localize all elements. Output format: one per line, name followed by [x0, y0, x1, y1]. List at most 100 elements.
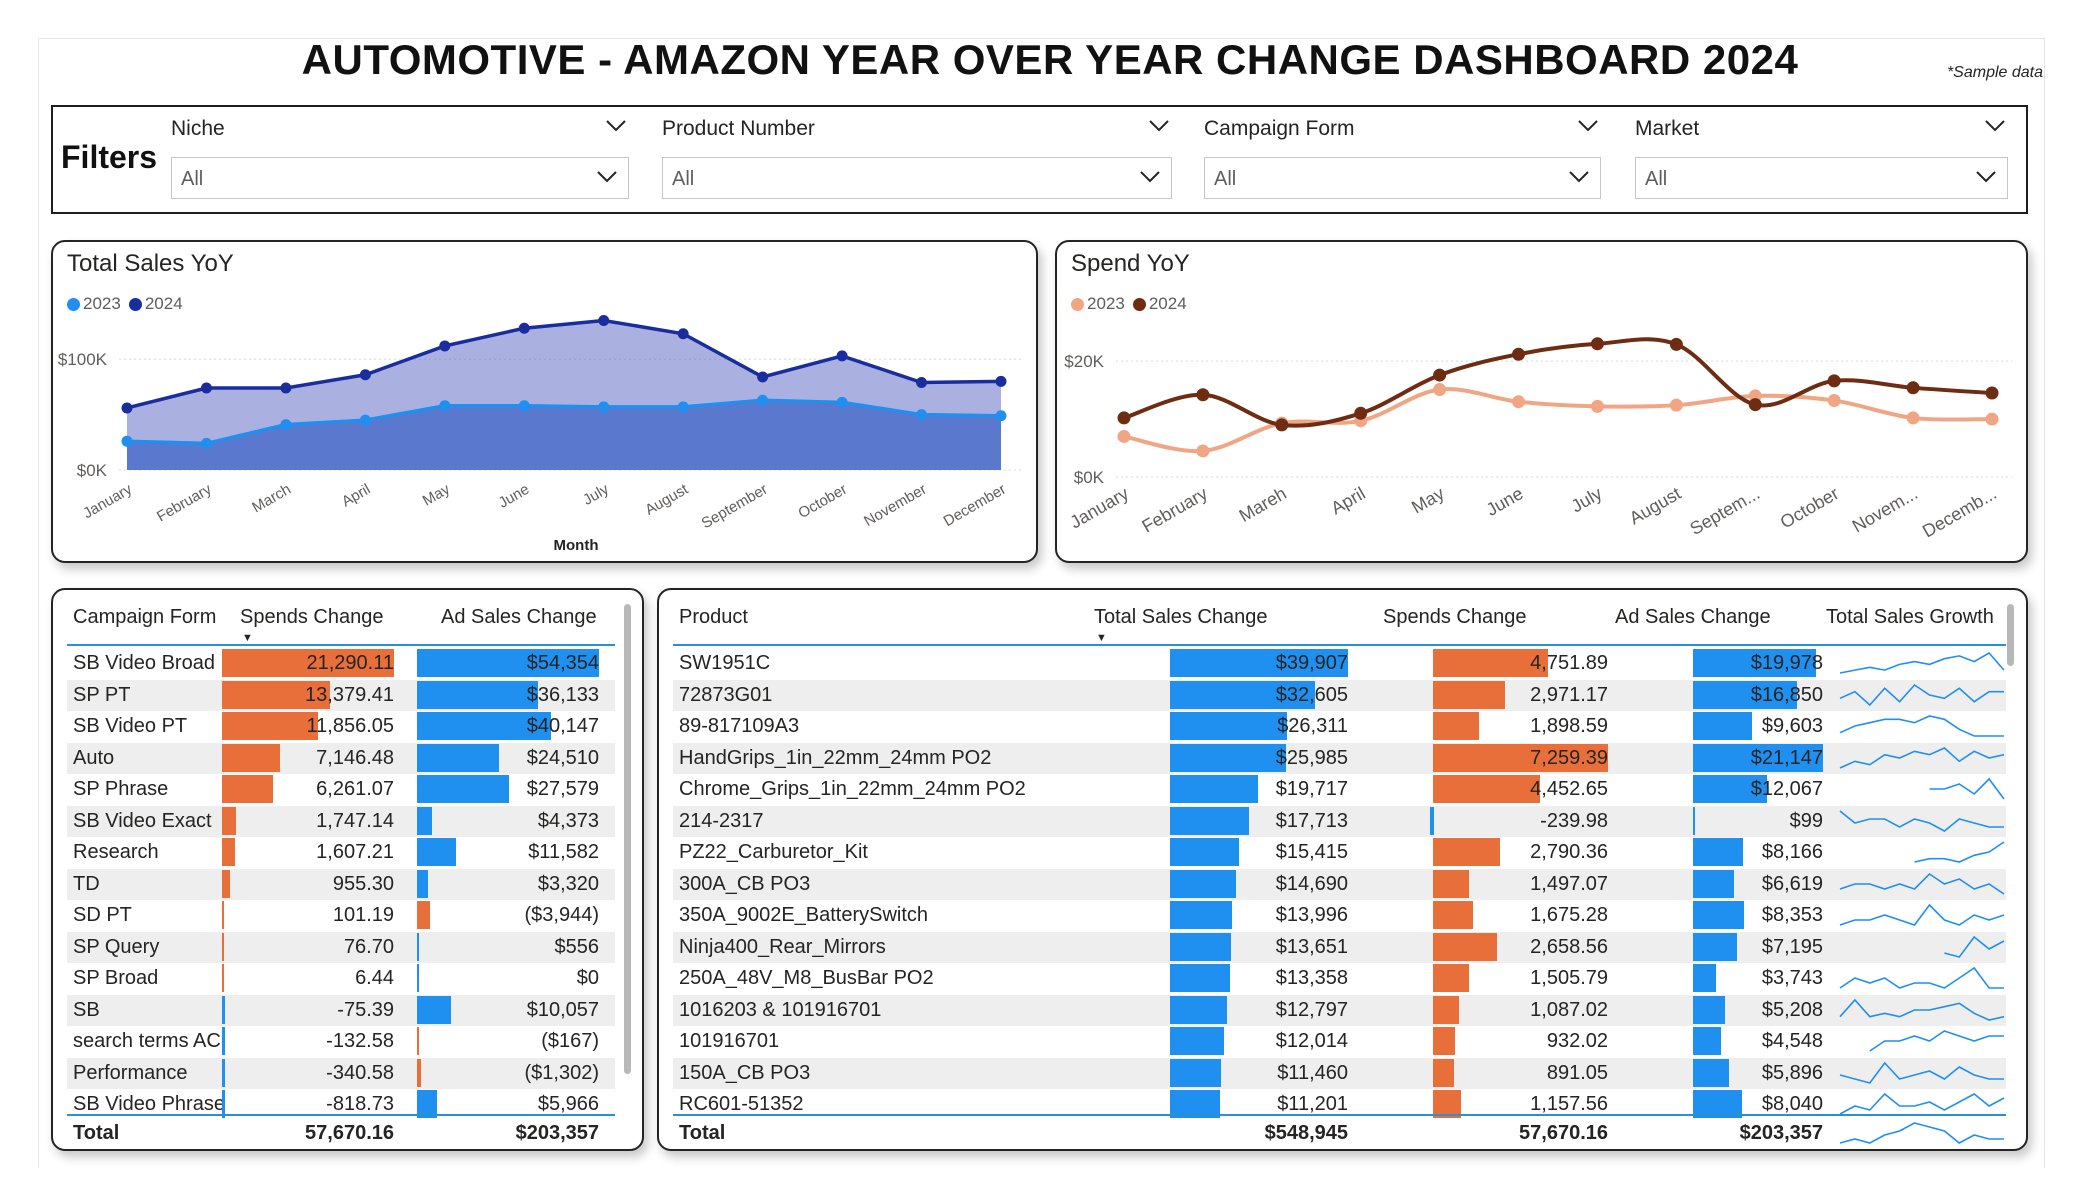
table-row[interactable]: SB Video PT 11,856.05 $40,147	[67, 711, 615, 742]
data-point[interactable]	[200, 437, 212, 449]
data-point[interactable]	[1906, 411, 1920, 425]
data-point[interactable]	[916, 409, 928, 421]
legend-item-2023[interactable]: 2023	[67, 294, 121, 314]
chevron-down-icon[interactable]	[1568, 170, 1590, 184]
sort-descending-icon[interactable]: ▼	[242, 632, 253, 644]
table-row[interactable]: SB -75.39 $10,057	[67, 994, 615, 1026]
data-point[interactable]	[1748, 398, 1762, 412]
table-row[interactable]: Auto 7,146.48 $24,510	[67, 742, 615, 774]
data-point[interactable]	[280, 382, 292, 394]
table-row[interactable]: 300A_CB PO3 $14,690 1,497.07 $6,619	[673, 868, 2006, 900]
data-point[interactable]	[598, 314, 610, 326]
table-row[interactable]: SB Video Phrase -818.73 $5,966	[67, 1089, 615, 1120]
data-point[interactable]	[1433, 368, 1447, 382]
table-row[interactable]: 214-2317 $17,713 -239.98 $99	[673, 805, 2006, 837]
data-point[interactable]	[1985, 412, 1999, 426]
chevron-down-icon[interactable]	[605, 119, 627, 133]
table-row[interactable]: RC601-51352 $11,201 1,157.56 $8,040	[673, 1089, 2006, 1120]
data-point[interactable]	[1117, 429, 1131, 443]
table-row[interactable]: 250A_48V_M8_BusBar PO2 $13,358 1,505.79 $3,…	[673, 963, 2006, 994]
data-point[interactable]	[1827, 374, 1841, 388]
data-point[interactable]	[1354, 406, 1368, 420]
legend-item-2024[interactable]: 2024	[1132, 294, 1187, 314]
column-header-spends-change[interactable]: Spends Change	[1383, 606, 1527, 628]
campaign-form-slicer-header[interactable]: Campaign Form	[1204, 117, 1601, 149]
data-point[interactable]	[200, 382, 212, 394]
niche-dropdown[interactable]: All	[171, 157, 629, 199]
chevron-down-icon[interactable]	[1975, 170, 1997, 184]
table-row[interactable]: Performance -340.58 ($1,302)	[67, 1057, 615, 1089]
chevron-down-icon[interactable]	[1577, 119, 1599, 133]
legend-item-2023[interactable]: 2023	[1071, 294, 1125, 314]
table-row[interactable]: 72873G01 $32,605 2,971.17 $16,850	[673, 679, 2006, 711]
sort-descending-icon[interactable]: ▼	[1096, 632, 1107, 644]
product-number-dropdown[interactable]: All	[662, 157, 1172, 199]
market-dropdown[interactable]: All	[1635, 157, 2008, 199]
data-point[interactable]	[121, 435, 133, 447]
column-header-ad-sales-change[interactable]: Ad Sales Change	[1615, 606, 1771, 628]
data-point[interactable]	[439, 340, 451, 352]
data-point[interactable]	[359, 369, 371, 381]
data-point[interactable]	[1590, 337, 1604, 351]
table-row[interactable]: SP PT 13,379.41 $36,133	[67, 679, 615, 711]
data-point[interactable]	[1512, 347, 1526, 361]
data-point[interactable]	[1669, 398, 1683, 412]
column-header-spends-change[interactable]: Spends Change	[240, 606, 384, 628]
legend-item-2024[interactable]: 2024	[128, 294, 183, 314]
data-point[interactable]	[1985, 386, 1999, 400]
column-header-total-sales-growth[interactable]: Total Sales Growth	[1826, 606, 1994, 628]
data-point[interactable]	[439, 400, 451, 412]
table-row[interactable]: SB Video Exact 1,747.14 $4,373	[67, 805, 615, 837]
table-row[interactable]: 89-817109A3 $26,311 1,898.59 $9,603	[673, 711, 2006, 742]
column-header-total-sales-change[interactable]: Total Sales Change	[1094, 606, 1268, 628]
data-point[interactable]	[1590, 399, 1604, 413]
chevron-down-icon[interactable]	[1139, 170, 1161, 184]
data-point[interactable]	[677, 328, 689, 340]
data-point[interactable]	[1433, 383, 1447, 397]
data-point[interactable]	[1827, 394, 1841, 408]
data-point[interactable]	[1906, 381, 1920, 395]
data-point[interactable]	[1117, 411, 1131, 425]
vertical-scrollbar[interactable]	[624, 604, 631, 1074]
table-row[interactable]: Research 1,607.21 $11,582	[67, 837, 615, 868]
data-point[interactable]	[1512, 395, 1526, 409]
data-point[interactable]	[280, 419, 292, 431]
table-row[interactable]: 350A_9002E_BatterySwitch $13,996 1,675.28 $…	[673, 900, 2006, 931]
chevron-down-icon[interactable]	[1148, 119, 1170, 133]
data-point[interactable]	[518, 322, 530, 334]
table-row[interactable]: Ninja400_Rear_Mirrors $13,651 2,658.56 $7,1…	[673, 931, 2006, 963]
total-sales-yoy-card[interactable]: Total Sales YoY 2023 2024 $0K $100K Januar…	[51, 240, 1038, 563]
market-slicer-header[interactable]: Market	[1635, 117, 2008, 149]
table-row[interactable]: SP Broad 6.44 $0	[67, 963, 615, 994]
data-point[interactable]	[757, 394, 769, 406]
table-row[interactable]: search terms AC -132.58 ($167)	[67, 1026, 615, 1057]
column-header-campaign-form[interactable]: Campaign Form	[73, 606, 217, 628]
table-row[interactable]: TD 955.30 $3,320	[67, 868, 615, 900]
data-point[interactable]	[836, 396, 848, 408]
data-point[interactable]	[1275, 418, 1289, 432]
column-header-product[interactable]: Product	[679, 606, 748, 628]
product-number-slicer-header[interactable]: Product Number	[662, 117, 1172, 149]
data-point[interactable]	[995, 410, 1007, 422]
chevron-down-icon[interactable]	[596, 170, 618, 184]
table-row[interactable]: SW1951C $39,907 4,751.89 $19,978	[673, 648, 2006, 679]
data-point[interactable]	[121, 402, 133, 414]
data-point[interactable]	[836, 350, 848, 362]
column-header-ad-sales-change[interactable]: Ad Sales Change	[441, 606, 597, 628]
table-row[interactable]: Chrome_Grips_1in_22mm_24mm PO2 $19,717 4,4…	[673, 774, 2006, 805]
data-point[interactable]	[598, 401, 610, 413]
spend-yoy-card[interactable]: Spend YoY 2023 2024 $0K $20K January Februa…	[1055, 240, 2028, 563]
chevron-down-icon[interactable]	[1984, 119, 2006, 133]
table-row[interactable]: SD PT 101.19 ($3,944)	[67, 900, 615, 931]
data-point[interactable]	[757, 371, 769, 383]
vertical-scrollbar[interactable]	[2007, 604, 2014, 666]
table-row[interactable]: PZ22_Carburetor_Kit $15,415 2,790.36 $8,166	[673, 837, 2006, 868]
data-point[interactable]	[1196, 388, 1210, 402]
data-point[interactable]	[518, 400, 530, 412]
data-point[interactable]	[995, 375, 1007, 387]
campaign-form-dropdown[interactable]: All	[1204, 157, 1601, 199]
data-point[interactable]	[916, 376, 928, 388]
table-row[interactable]: 1016203 & 101916701 $12,797 1,087.02 $5,208	[673, 994, 2006, 1026]
niche-slicer-header[interactable]: Niche	[171, 117, 629, 149]
data-point[interactable]	[1196, 444, 1210, 458]
